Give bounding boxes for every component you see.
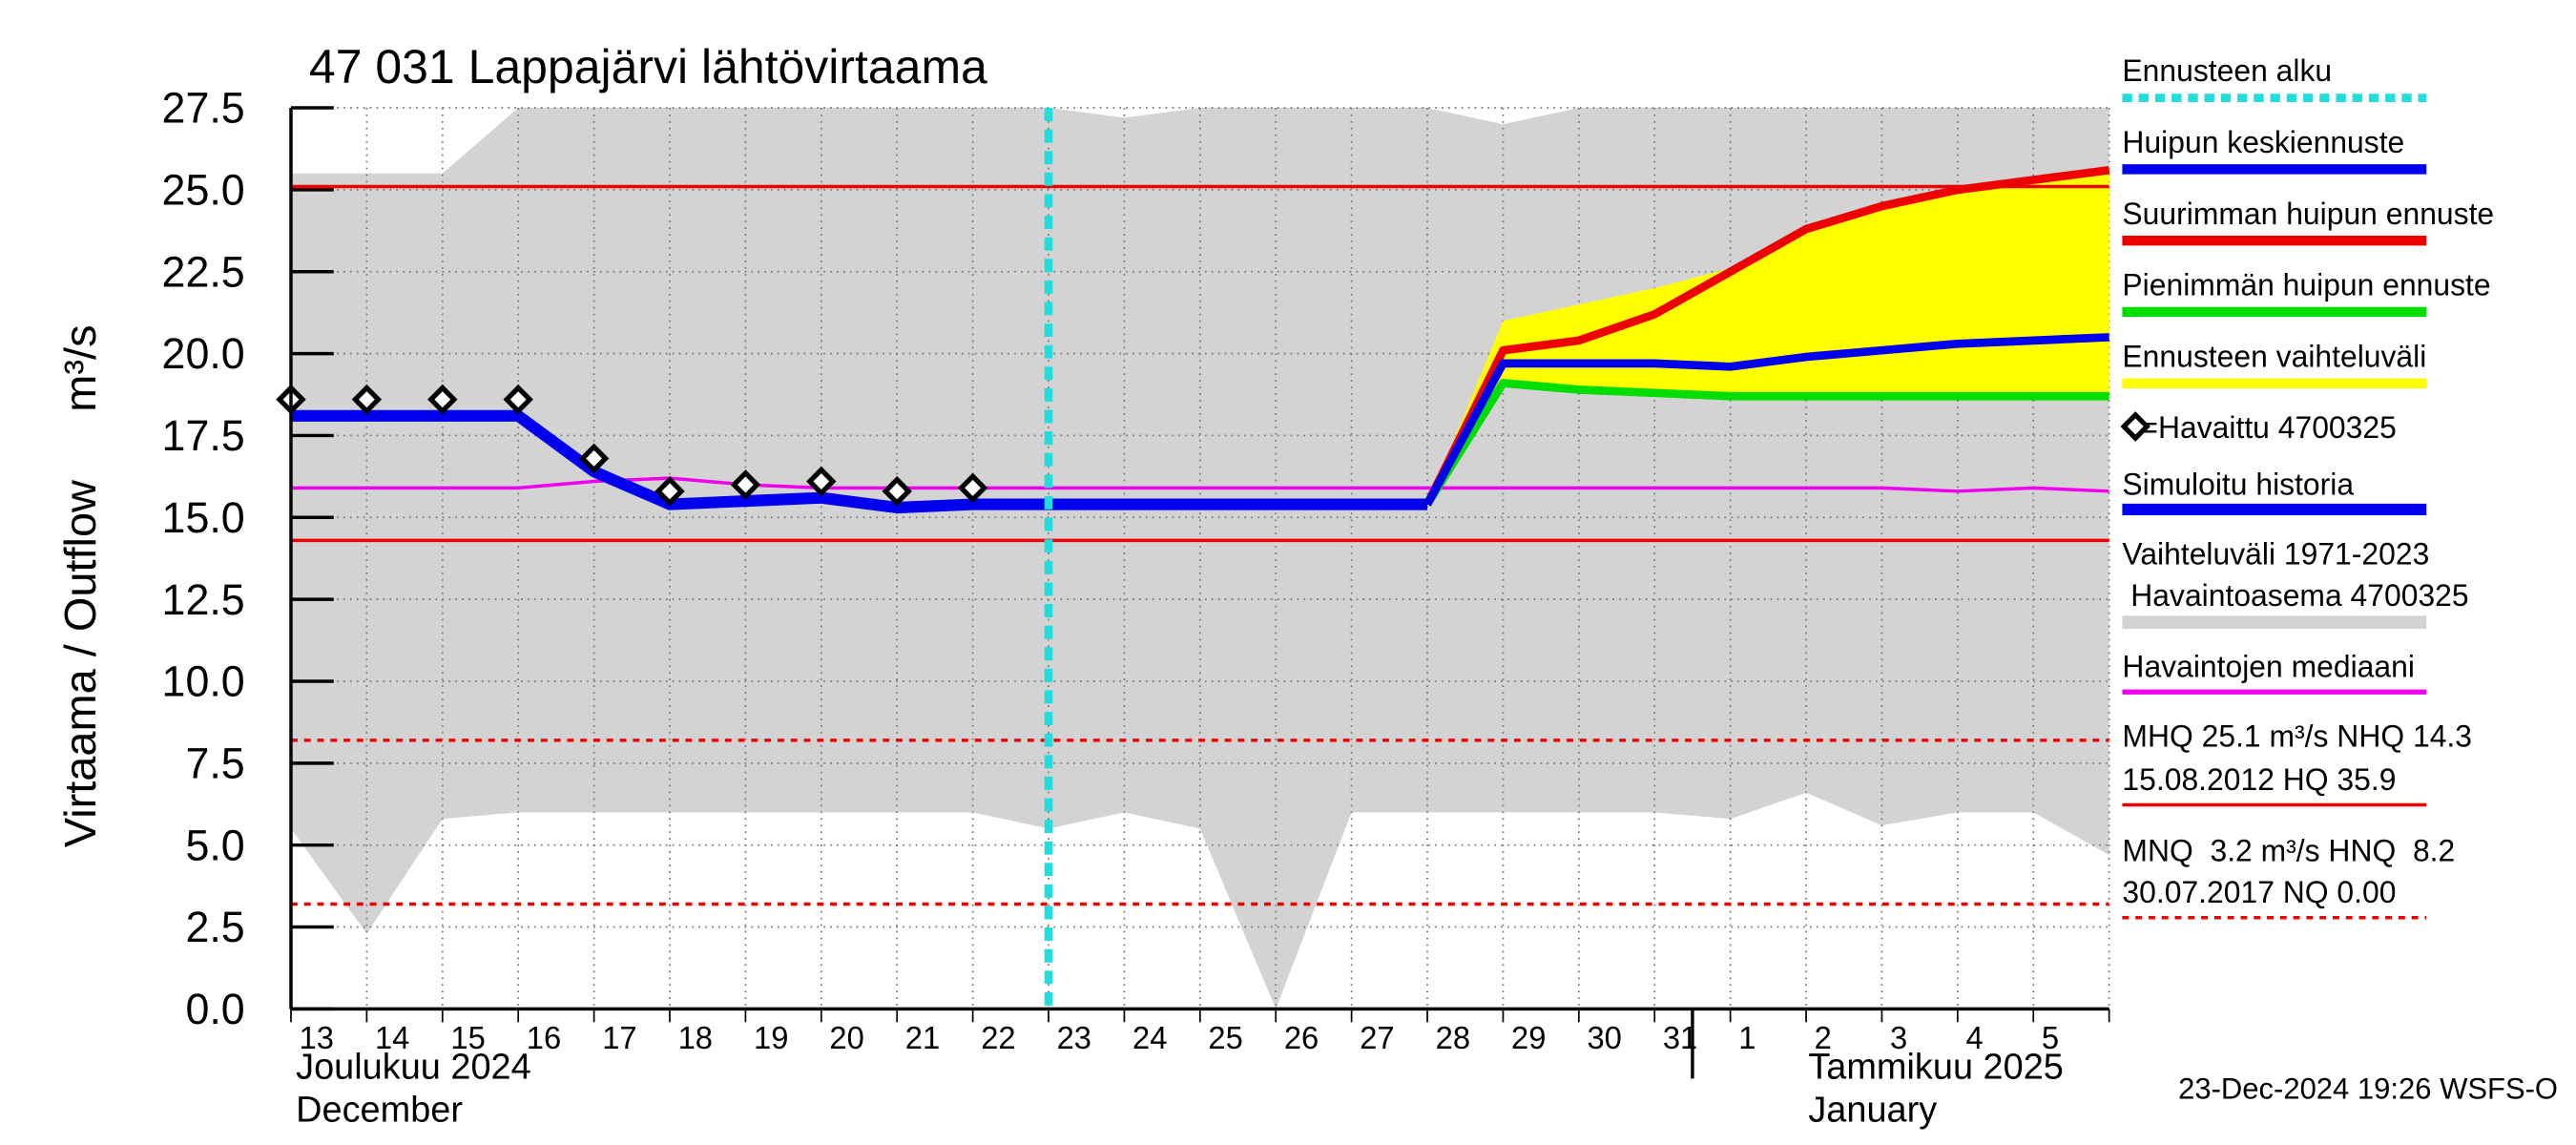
month-label: Tammikuu 2025 [1808, 1047, 2064, 1087]
footer: 23-Dec-2024 19:26 WSFS-O [2178, 1072, 2558, 1105]
series-line [1423, 165, 2110, 507]
x-tick-label: 24 [1132, 1020, 1167, 1055]
month-label: January [1808, 1090, 1937, 1130]
legend-label: 30.07.2017 NQ 0.00 [2122, 875, 2396, 909]
month-label: December [296, 1090, 463, 1130]
x-tick-label: 18 [678, 1020, 713, 1055]
legend-label: Havaintoasema 4700325 [2122, 578, 2468, 613]
legend-swatch [2120, 411, 2150, 442]
x-tick-label: 2 [1815, 1020, 1832, 1055]
observed-marker [957, 472, 988, 504]
legend-label: Havaintojen mediaani [2122, 649, 2414, 683]
x-tick-label: 28 [1436, 1020, 1470, 1055]
observed-marker [806, 466, 837, 497]
x-tick-label: 1 [1738, 1020, 1755, 1055]
legend-label: =Havaittu 4700325 [2140, 410, 2396, 445]
y-tick-label: 17.5 [162, 411, 245, 460]
y-tick-label: 10.0 [162, 656, 245, 705]
legend-label: Simuloitu historia [2122, 467, 2354, 501]
range-band [1427, 166, 2109, 505]
legend-label: Huipun keskiennuste [2122, 125, 2404, 159]
observed-marker [882, 475, 912, 507]
y-tick-label: 22.5 [162, 247, 245, 296]
x-tick-label: 26 [1284, 1020, 1319, 1055]
y-tick-label: 5.0 [185, 821, 244, 869]
y-tick-label: 7.5 [185, 739, 244, 787]
y-tick-label: 2.5 [185, 903, 244, 951]
x-tick-label: 20 [829, 1020, 863, 1055]
x-tick-label: 23 [1057, 1020, 1091, 1055]
x-tick-label: 29 [1511, 1020, 1546, 1055]
x-tick-label: 27 [1360, 1020, 1394, 1055]
x-tick-label: 25 [1208, 1020, 1242, 1055]
observed-marker [503, 384, 533, 415]
x-tick-label: 16 [527, 1020, 561, 1055]
y-tick-label: 12.5 [162, 575, 245, 624]
x-tick-label: 3 [1890, 1020, 1907, 1055]
legend-label: MHQ 25.1 m³/s NHQ 14.3 [2122, 718, 2472, 753]
y-tick-label: 25.0 [162, 165, 245, 214]
x-tick-label: 30 [1587, 1020, 1621, 1055]
series-line [290, 409, 1428, 514]
y-axis-label: Virtaama / Outflow [55, 480, 105, 847]
observed-marker [578, 443, 610, 474]
x-tick-label: 19 [754, 1020, 788, 1055]
x-tick-label: 13 [300, 1020, 334, 1055]
y-tick-label: 20.0 [162, 329, 245, 378]
legend-label: Suurimman huipun ennuste [2122, 197, 2494, 231]
x-tick-label: 21 [905, 1020, 940, 1055]
observed-marker [654, 475, 685, 507]
observed-marker [730, 469, 761, 500]
month-label: Joulukuu 2024 [296, 1047, 531, 1087]
legend-label: Vaihteluväli 1971-2023 [2122, 536, 2429, 571]
series-line [290, 476, 2109, 493]
y-tick-label: 27.5 [162, 84, 245, 133]
legend-label: Ennusteen alku [2122, 53, 2332, 88]
x-tick-label: 17 [602, 1020, 636, 1055]
y-tick-label: 15.0 [162, 493, 245, 542]
legend-label: Pienimmän huipun ennuste [2122, 267, 2490, 302]
legend-label: 15.08.2012 HQ 35.9 [2122, 762, 2396, 797]
y-tick-label: 0.0 [185, 985, 244, 1033]
x-tick-label: 5 [2042, 1020, 2059, 1055]
chart-title: 47 031 Lappajärvi lähtövirtaama [309, 40, 987, 94]
legend-label: Ennusteen vaihteluväli [2122, 339, 2426, 373]
legend-label: MNQ 3.2 m³/s HNQ 8.2 [2122, 833, 2455, 867]
x-tick-label: 22 [981, 1020, 1015, 1055]
y-axis-unit: m³/s [55, 324, 105, 411]
series-line [1423, 379, 2109, 507]
x-tick-label: 15 [450, 1020, 485, 1055]
observed-marker [351, 384, 383, 415]
x-tick-label: 14 [375, 1020, 409, 1055]
observed-marker [427, 384, 458, 415]
series-line [1423, 333, 2109, 507]
x-tick-label: 4 [1965, 1020, 1983, 1055]
